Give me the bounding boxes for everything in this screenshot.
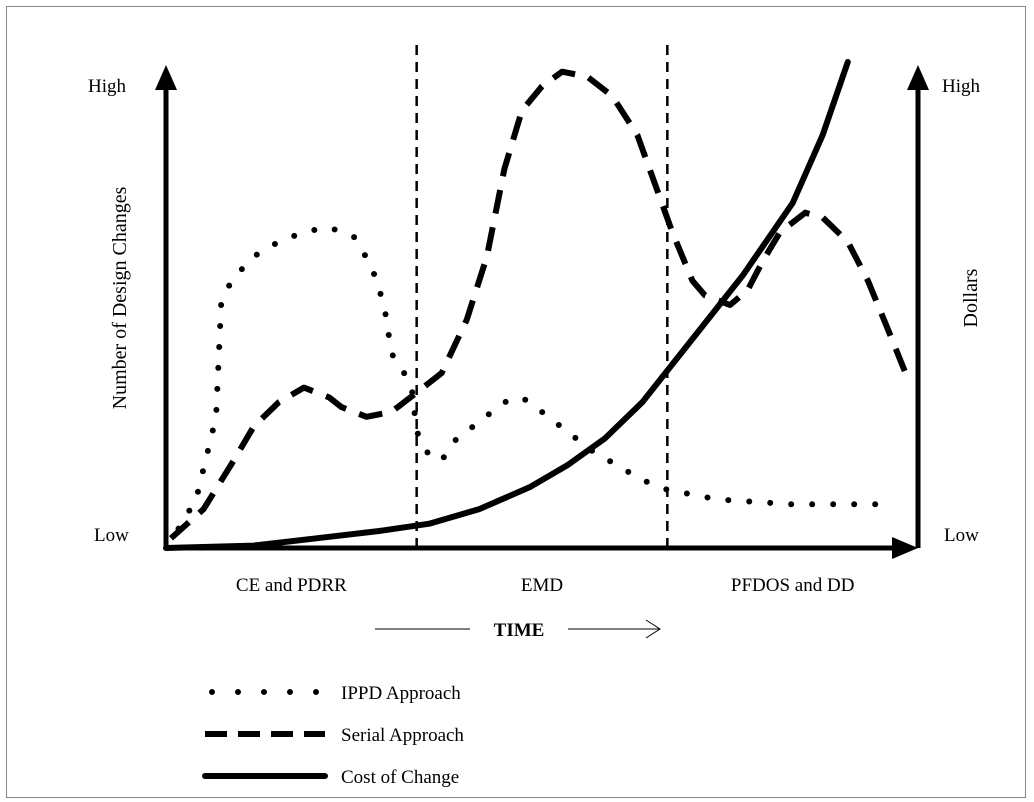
phase-label-2: EMD bbox=[521, 575, 563, 596]
right-low-label: Low bbox=[944, 525, 979, 546]
phase-label-3: PFDOS and DD bbox=[731, 575, 855, 596]
left-y-axis-arrow bbox=[155, 65, 177, 90]
legend-label-cost-of-change: Cost of Change bbox=[341, 767, 459, 788]
left-low-label: Low bbox=[94, 525, 129, 546]
right-axis-title: Dollars bbox=[960, 268, 982, 327]
right-y-axis-arrow bbox=[907, 65, 929, 90]
legend-label-serial-approach: Serial Approach bbox=[341, 725, 464, 746]
time-arrow-head bbox=[645, 619, 661, 639]
right-high-label: High bbox=[942, 76, 981, 97]
series-line-cost-of-change bbox=[163, 59, 851, 551]
x-axis-title: TIME bbox=[494, 620, 545, 641]
phase-label-1: CE and PDRR bbox=[236, 575, 347, 596]
figure-frame bbox=[6, 6, 1026, 798]
left-high-label: High bbox=[88, 76, 127, 97]
series-line-serial-approach bbox=[168, 68, 909, 541]
x-axis-arrow bbox=[892, 537, 918, 559]
left-axis-title: Number of Design Changes bbox=[109, 186, 131, 409]
series-line-ippd-approach bbox=[175, 224, 896, 532]
legend-label-ippd-approach: IPPD Approach bbox=[341, 683, 461, 704]
